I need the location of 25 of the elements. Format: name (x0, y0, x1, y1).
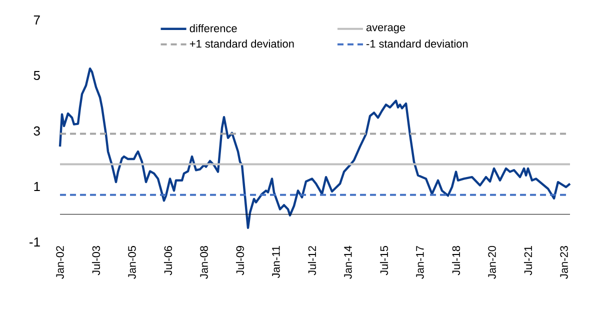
legend-label: -1 standard deviation (366, 40, 468, 48)
x-tick-label: Jan-20 (488, 246, 496, 279)
x-tick-label: Jul-09 (236, 246, 244, 276)
x-tick-label: Jan-23 (560, 246, 568, 279)
x-tick-label: Jul-06 (164, 246, 172, 276)
line-series (58, 67, 572, 229)
x-tick-label: Jan-14 (344, 246, 352, 279)
legend-label: +1 standard deviation (190, 40, 294, 48)
y-tick-label: 7 (34, 16, 40, 24)
y-tick-label: 1 (34, 182, 40, 191)
legend-label: average (366, 25, 406, 34)
legend-label: difference (190, 24, 237, 32)
x-tick-label: Jan-08 (200, 246, 208, 279)
x-tick-label: Jul-12 (308, 246, 316, 276)
x-tick-label: Jan-11 (272, 246, 280, 278)
x-tick-label: Jul-15 (380, 246, 388, 276)
x-tick-label: Jan-17 (416, 246, 424, 279)
x-tick-label: Jul-03 (92, 246, 100, 276)
y-tick-label: 5 (34, 70, 40, 80)
x-tick-label: Jan-02 (56, 246, 64, 279)
y-tick-label: 3 (34, 126, 40, 136)
x-tick-label: Jul-21 (524, 246, 532, 276)
x-tick-label: Jan-05 (128, 246, 136, 279)
x-tick-label: Jul-18 (452, 246, 460, 276)
y-tick-label: -1 (30, 238, 40, 246)
